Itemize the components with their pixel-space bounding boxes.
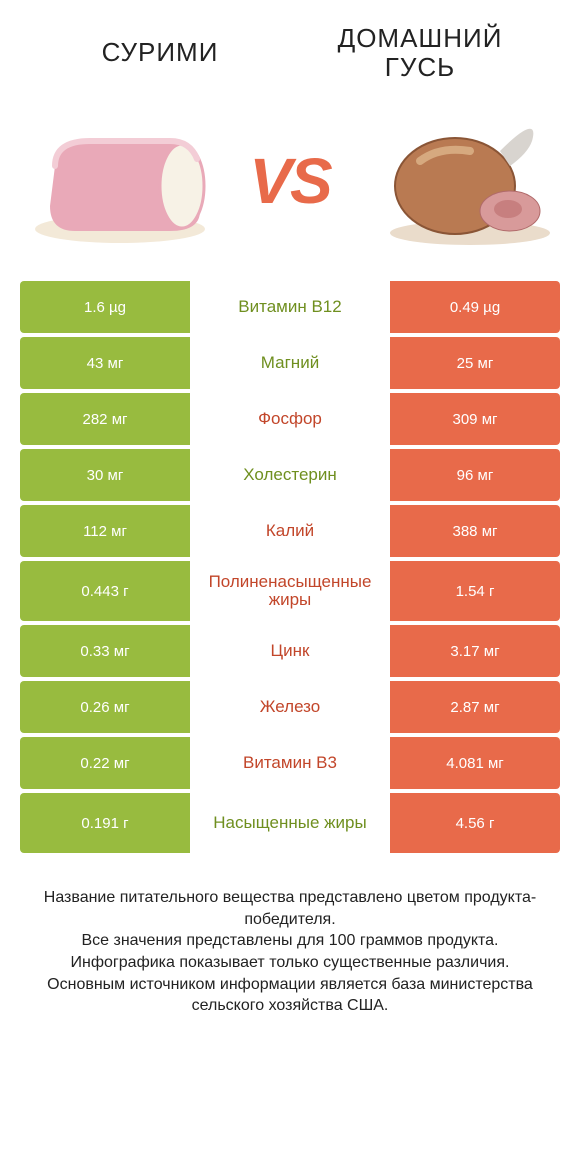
goose-icon xyxy=(360,111,560,251)
nutrient-label: Витамин B12 xyxy=(190,281,390,333)
table-row: 0.26 мгЖелезо2.87 мг xyxy=(20,681,560,733)
comparison-infographic: СУРИМИ ДОМАШНИЙ ГУСЬ VS xyxy=(0,0,580,1174)
left-value-cell: 0.443 г xyxy=(20,561,190,621)
footer-notes: Название питательного вещества представл… xyxy=(0,857,580,1017)
footer-line-1: Название питательного вещества представл… xyxy=(24,887,556,930)
images-row: VS xyxy=(0,91,580,281)
right-value-cell: 25 мг xyxy=(390,337,560,389)
surimi-icon xyxy=(20,111,220,251)
nutrient-label: Фосфор xyxy=(190,393,390,445)
footer-line-3: Инфографика показывает только существенн… xyxy=(24,952,556,974)
right-title-line1: ДОМАШНИЙ xyxy=(290,24,550,53)
nutrient-label: Калий xyxy=(190,505,390,557)
right-value-cell: 96 мг xyxy=(390,449,560,501)
left-value-cell: 0.26 мг xyxy=(20,681,190,733)
table-row: 0.22 мгВитамин B34.081 мг xyxy=(20,737,560,789)
table-row: 0.191 гНасыщенные жиры4.56 г xyxy=(20,793,560,853)
table-row: 43 мгМагний25 мг xyxy=(20,337,560,389)
nutrient-label: Холестерин xyxy=(190,449,390,501)
right-value-cell: 1.54 г xyxy=(390,561,560,621)
right-value-cell: 4.081 мг xyxy=(390,737,560,789)
left-product-image xyxy=(20,111,220,251)
left-product-title: СУРИМИ xyxy=(30,37,290,68)
table-row: 0.443 гПолиненасыщенные жиры1.54 г xyxy=(20,561,560,621)
right-value-cell: 4.56 г xyxy=(390,793,560,853)
left-value-cell: 0.22 мг xyxy=(20,737,190,789)
right-value-cell: 0.49 µg xyxy=(390,281,560,333)
header: СУРИМИ ДОМАШНИЙ ГУСЬ xyxy=(0,0,580,91)
nutrient-label: Цинк xyxy=(190,625,390,677)
nutrient-label: Полиненасыщенные жиры xyxy=(190,561,390,621)
nutrient-label: Магний xyxy=(190,337,390,389)
left-value-cell: 30 мг xyxy=(20,449,190,501)
right-title-line2: ГУСЬ xyxy=(290,53,550,82)
right-product-image xyxy=(360,111,560,251)
left-value-cell: 0.33 мг xyxy=(20,625,190,677)
right-value-cell: 388 мг xyxy=(390,505,560,557)
left-value-cell: 1.6 µg xyxy=(20,281,190,333)
right-product-title: ДОМАШНИЙ ГУСЬ xyxy=(290,24,550,81)
nutrient-label: Железо xyxy=(190,681,390,733)
table-row: 282 мгФосфор309 мг xyxy=(20,393,560,445)
footer-line-4: Основным источником информации является … xyxy=(24,974,556,1017)
vs-label: VS xyxy=(249,144,330,218)
left-value-cell: 43 мг xyxy=(20,337,190,389)
right-value-cell: 3.17 мг xyxy=(390,625,560,677)
table-row: 1.6 µgВитамин B120.49 µg xyxy=(20,281,560,333)
right-value-cell: 309 мг xyxy=(390,393,560,445)
table-row: 0.33 мгЦинк3.17 мг xyxy=(20,625,560,677)
left-value-cell: 0.191 г xyxy=(20,793,190,853)
left-value-cell: 282 мг xyxy=(20,393,190,445)
right-value-cell: 2.87 мг xyxy=(390,681,560,733)
nutrient-label: Насыщенные жиры xyxy=(190,793,390,853)
table-row: 30 мгХолестерин96 мг xyxy=(20,449,560,501)
footer-line-2: Все значения представлены для 100 граммо… xyxy=(24,930,556,952)
comparison-table: 1.6 µgВитамин B120.49 µg43 мгМагний25 мг… xyxy=(0,281,580,857)
nutrient-label: Витамин B3 xyxy=(190,737,390,789)
left-value-cell: 112 мг xyxy=(20,505,190,557)
table-row: 112 мгКалий388 мг xyxy=(20,505,560,557)
